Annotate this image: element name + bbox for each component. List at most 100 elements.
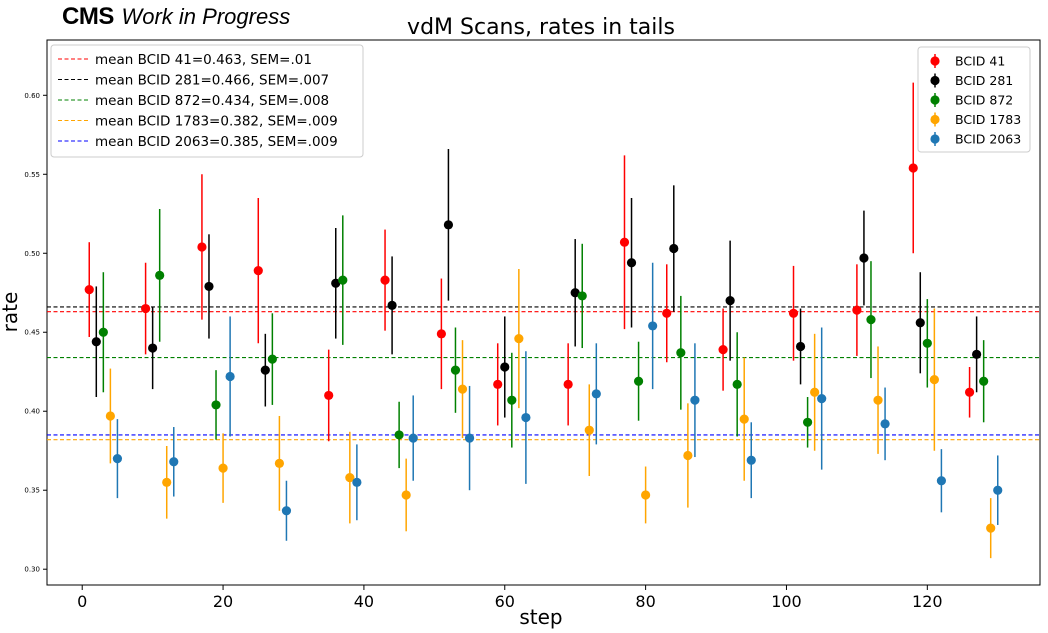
y-tick-label-3: 0.45 — [24, 329, 40, 337]
cms-logo-italic: Work in Progress — [121, 4, 291, 29]
legend-marker-bcid-2063 — [930, 134, 940, 144]
bcid-281-point-9 — [570, 288, 580, 298]
plot-frame — [46, 39, 1041, 586]
bcid-1783-point-10 — [641, 490, 651, 500]
bcid-872-point-10 — [633, 376, 644, 386]
y-tick-label-6: 0.60 — [24, 92, 40, 100]
bcid-872-point-5 — [338, 275, 348, 285]
bcid-41-point-14 — [852, 305, 862, 315]
bcid-281-point-10 — [626, 258, 637, 268]
y-tick-label-0: 0.30 — [24, 566, 40, 574]
legend-series: BCID 41 BCID 281 BCID 872 BCID 1783 BCID 206… — [917, 46, 1031, 153]
y-tick-label-4: 0.50 — [24, 250, 40, 258]
bcid-41-point-4 — [253, 266, 263, 276]
bcid-281-point-1 — [91, 337, 101, 347]
bcid-1783-point-7 — [457, 384, 468, 394]
bcid-1783-point-6 — [401, 490, 411, 500]
chart-title: vdM Scans, rates in tails — [407, 15, 675, 40]
legend-line-label-1: mean BCID 41=0.463, SEM=.01 — [95, 52, 312, 68]
bcid-1783-point-2 — [162, 477, 172, 487]
bcid-41-point-8 — [493, 379, 503, 389]
legend-label-bcid-1783: BCID 1783 — [955, 112, 1021, 127]
bcid-41-point-11 — [662, 308, 672, 318]
bcid-41-point-12 — [718, 345, 728, 355]
bcid-41-point-10 — [619, 237, 630, 247]
x-tick-label-100: 100 — [771, 592, 802, 611]
bcid-281-point-5 — [331, 278, 341, 288]
legend-label-bcid-2063: BCID 2063 — [955, 132, 1021, 147]
bcid-281-point-14 — [859, 253, 869, 263]
bcid-281-point-12 — [725, 296, 735, 306]
y-axis-ticks: 0.30 0.35 0.40 0.45 0.50 0.55 0.60 — [24, 92, 47, 574]
bcid-2063-point-5 — [352, 477, 362, 487]
bcid-2063-point-6 — [408, 433, 418, 443]
bcid-1783-point-11 — [683, 450, 693, 461]
legend-label-bcid-41: BCID 41 — [955, 54, 1005, 69]
bcid-872-point-7 — [450, 365, 461, 375]
x-tick-label-40: 40 — [354, 592, 374, 611]
bcid-1783-point-9 — [584, 425, 594, 435]
bcid-281-point-8 — [500, 362, 510, 372]
bcid-2063-point-15 — [936, 476, 947, 486]
bcid-41-point-5 — [324, 390, 334, 401]
bcid-872-point-13 — [802, 417, 813, 427]
bcid-41-point-7 — [436, 329, 446, 339]
bcid-2063-point-13 — [817, 393, 827, 404]
bcid-1783-point-1 — [105, 411, 115, 421]
bcid-872-point-4 — [267, 354, 277, 364]
bcid-1783-point-12 — [739, 414, 749, 424]
bcid-2063-point-14 — [880, 419, 890, 429]
bcid-281-point-11 — [669, 243, 679, 254]
legend-series-box — [917, 46, 1031, 153]
data-points — [84, 82, 1003, 559]
bcid-281-point-7 — [443, 220, 454, 230]
bcid-2063-point-12 — [746, 455, 756, 465]
legend-marker-bcid-281 — [930, 75, 940, 86]
y-tick-label-5: 0.55 — [24, 171, 40, 179]
bcid-872-point-14 — [866, 315, 876, 325]
bcid-1783-point-5 — [345, 472, 355, 483]
bcid-872-point-8 — [507, 395, 517, 405]
bcid-872-point-11 — [676, 348, 686, 358]
legend-mean-lines: mean BCID 41=0.463, SEM=.01 mean BCID 281… — [50, 44, 364, 158]
x-axis-ticks: 0 20 40 60 80 100 120 — [77, 585, 943, 611]
y-tick-label-1: 0.35 — [24, 487, 40, 495]
bcid-1783-point-14 — [873, 395, 883, 405]
cms-logo: CMS Work in Progress — [62, 2, 290, 31]
bcid-41-point-13 — [788, 308, 799, 318]
y-axis-label: rate — [0, 292, 22, 333]
legend-line-label-3: mean BCID 872=0.434, SEM=.008 — [95, 93, 329, 109]
bcid-872-point-12 — [732, 379, 742, 389]
bcid-281-point-6 — [387, 300, 397, 310]
bcid-872-point-15 — [922, 338, 932, 348]
bcid-2063-point-1 — [112, 454, 123, 464]
legend-label-bcid-281: BCID 281 — [955, 73, 1013, 88]
bcid-2063-point-4 — [281, 506, 292, 516]
bcid-872-point-9 — [577, 291, 587, 301]
x-tick-label-120: 120 — [912, 592, 943, 611]
cms-logo-bold: CMS — [62, 3, 114, 30]
bcid-41-point-6 — [380, 275, 390, 285]
bcid-1783-point-3 — [218, 463, 228, 473]
bcid-281-point-13 — [795, 341, 806, 352]
bcid-2063-point-9 — [591, 389, 601, 399]
legend-line-label-4: mean BCID 1783=0.382, SEM=.009 — [95, 114, 338, 130]
legend-label-bcid-872: BCID 872 — [955, 93, 1013, 108]
bcid-41-point-15 — [908, 163, 918, 173]
x-tick-label-20: 20 — [213, 592, 233, 611]
bcid-2063-point-11 — [690, 395, 700, 405]
bcid-2063-point-3 — [225, 371, 235, 382]
legend-marker-bcid-41 — [930, 56, 940, 66]
x-tick-label-60: 60 — [495, 592, 515, 611]
bcid-281-point-15 — [915, 318, 925, 328]
mean-lines — [47, 306, 1040, 441]
legend-marker-bcid-1783 — [930, 114, 940, 125]
legend-lines-box — [50, 44, 364, 158]
bcid-2063-point-2 — [169, 457, 179, 467]
bcid-2063-point-10 — [648, 321, 658, 331]
y-tick-label-2: 0.40 — [24, 408, 40, 416]
bcid-2063-point-8 — [521, 412, 531, 423]
x-tick-label-0: 0 — [77, 592, 87, 611]
bcid-872-point-16 — [979, 376, 989, 386]
